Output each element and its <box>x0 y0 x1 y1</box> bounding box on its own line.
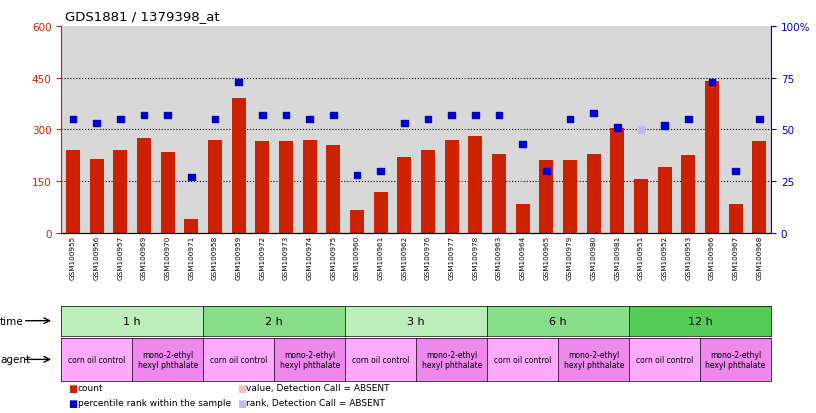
Bar <box>113 151 127 233</box>
Bar <box>681 156 695 233</box>
Bar <box>90 159 104 233</box>
Text: ■: ■ <box>237 398 246 408</box>
Point <box>326 112 339 119</box>
Text: 2 h: 2 h <box>265 316 283 326</box>
Bar <box>397 158 411 233</box>
Bar <box>516 204 530 233</box>
Text: ■: ■ <box>237 383 246 393</box>
Point <box>137 112 150 119</box>
Text: percentile rank within the sample: percentile rank within the sample <box>78 398 231 407</box>
Text: ■: ■ <box>68 398 77 408</box>
Point <box>350 172 363 179</box>
Text: rank, Detection Call = ABSENT: rank, Detection Call = ABSENT <box>246 398 385 407</box>
Text: 6 h: 6 h <box>549 316 567 326</box>
Point <box>161 112 174 119</box>
Point <box>492 112 505 119</box>
Text: mono-2-ethyl
hexyl phthalate: mono-2-ethyl hexyl phthalate <box>422 350 481 369</box>
Text: corn oil control: corn oil control <box>636 355 694 364</box>
Text: time: time <box>0 316 24 326</box>
Point <box>705 79 718 86</box>
Bar <box>279 142 293 233</box>
Bar <box>184 220 198 233</box>
Bar <box>468 137 482 233</box>
Bar <box>492 154 506 233</box>
Text: GDS1881 / 1379398_at: GDS1881 / 1379398_at <box>65 10 220 23</box>
Bar <box>610 128 624 233</box>
Bar <box>752 142 766 233</box>
Text: count: count <box>78 383 103 392</box>
Point <box>516 141 529 148</box>
Bar <box>66 151 80 233</box>
Bar <box>350 211 364 233</box>
Point <box>468 112 481 119</box>
Text: 3 h: 3 h <box>407 316 425 326</box>
Text: corn oil control: corn oil control <box>68 355 126 364</box>
Text: mono-2-ethyl
hexyl phthalate: mono-2-ethyl hexyl phthalate <box>706 350 765 369</box>
Bar <box>303 140 317 233</box>
Text: agent: agent <box>0 354 30 365</box>
Point <box>563 116 576 123</box>
Bar <box>563 161 577 233</box>
Text: 12 h: 12 h <box>688 316 712 326</box>
Bar <box>634 180 648 233</box>
Point <box>397 121 410 127</box>
Bar <box>445 140 459 233</box>
Bar <box>705 82 719 233</box>
Point <box>752 116 765 123</box>
Bar <box>374 192 388 233</box>
Point <box>303 116 316 123</box>
Text: corn oil control: corn oil control <box>210 355 268 364</box>
Text: 1 h: 1 h <box>123 316 141 326</box>
Point <box>729 168 742 175</box>
Text: mono-2-ethyl
hexyl phthalate: mono-2-ethyl hexyl phthalate <box>564 350 623 369</box>
Point <box>634 127 647 133</box>
Text: value, Detection Call = ABSENT: value, Detection Call = ABSENT <box>246 383 390 392</box>
Bar <box>539 161 553 233</box>
Point <box>374 168 387 175</box>
Point <box>232 79 245 86</box>
Point <box>208 116 221 123</box>
Text: mono-2-ethyl
hexyl phthalate: mono-2-ethyl hexyl phthalate <box>280 350 339 369</box>
Point <box>184 174 197 181</box>
Point <box>113 116 127 123</box>
Bar <box>658 168 672 233</box>
Text: ■: ■ <box>68 383 77 393</box>
Point <box>255 112 268 119</box>
Bar <box>232 99 246 233</box>
Bar <box>326 145 340 233</box>
Point <box>681 116 694 123</box>
Point <box>421 116 434 123</box>
Bar <box>161 152 175 233</box>
Bar <box>587 154 601 233</box>
Bar <box>729 204 743 233</box>
Text: corn oil control: corn oil control <box>352 355 410 364</box>
Bar <box>137 139 151 233</box>
Point <box>279 112 292 119</box>
Point <box>90 121 103 127</box>
Point <box>539 168 552 175</box>
Point <box>445 112 458 119</box>
Point <box>658 123 671 129</box>
Bar <box>421 151 435 233</box>
Text: mono-2-ethyl
hexyl phthalate: mono-2-ethyl hexyl phthalate <box>138 350 197 369</box>
Point <box>587 110 600 117</box>
Bar <box>208 140 222 233</box>
Point <box>66 116 80 123</box>
Point <box>610 125 623 131</box>
Bar <box>255 142 269 233</box>
Text: corn oil control: corn oil control <box>494 355 552 364</box>
